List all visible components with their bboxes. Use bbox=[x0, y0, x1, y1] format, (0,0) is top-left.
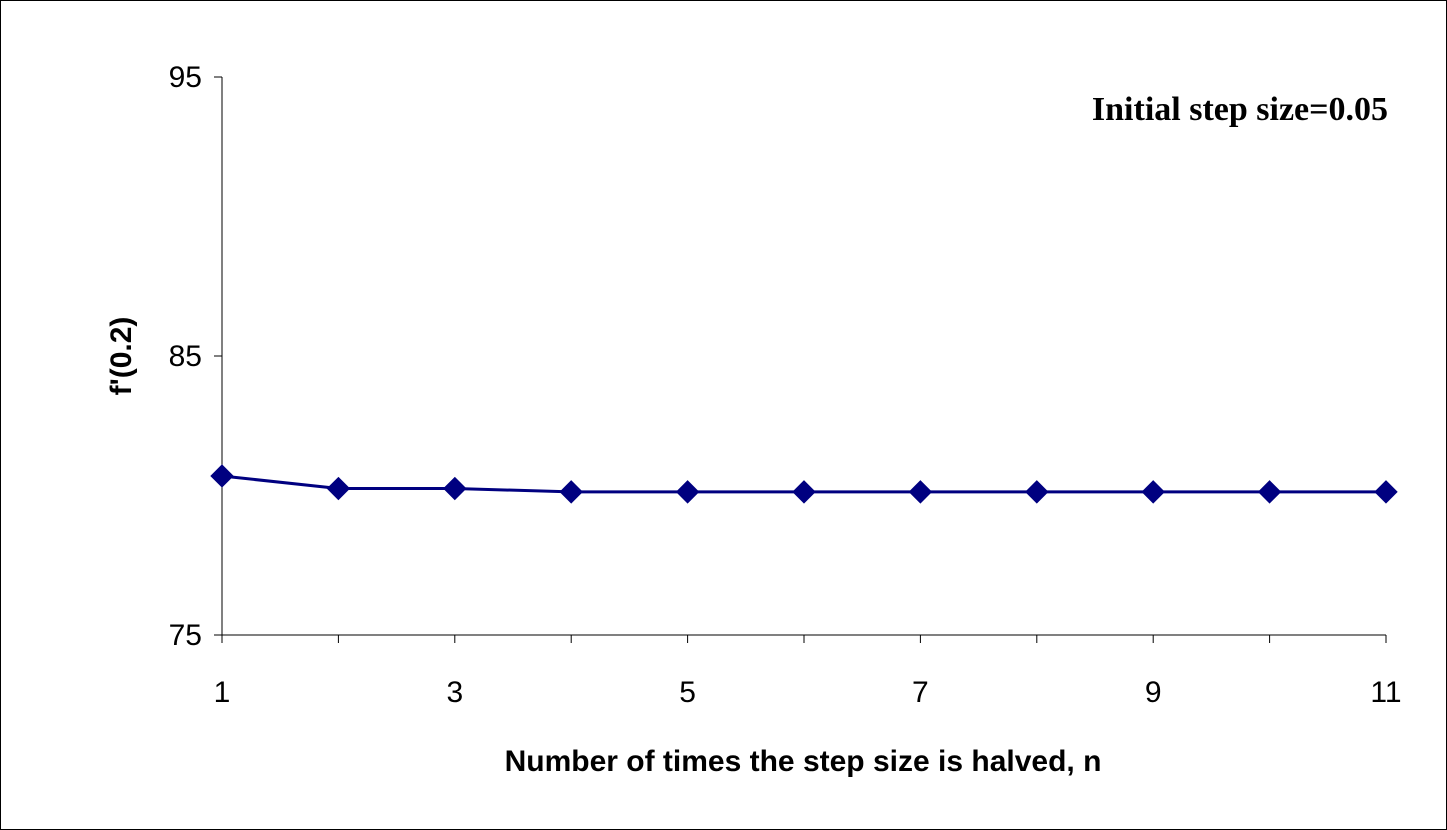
x-tick-label: 3 bbox=[446, 676, 463, 709]
data-point-marker bbox=[675, 480, 700, 504]
data-point-marker bbox=[559, 480, 583, 504]
data-point-marker bbox=[443, 476, 467, 501]
y-tick-label: 75 bbox=[169, 619, 202, 652]
y-tick-label: 85 bbox=[169, 340, 202, 373]
data-point-marker bbox=[1025, 480, 1049, 504]
x-tick-label: 1 bbox=[214, 676, 231, 709]
x-tick-labels: 1 3 5 7 9 11 bbox=[214, 676, 1402, 709]
data-point-marker bbox=[210, 464, 234, 488]
data-point-marker bbox=[792, 480, 816, 504]
y-tick-labels: 75 85 95 bbox=[169, 61, 202, 652]
chart-axes bbox=[214, 76, 1387, 643]
data-point-marker bbox=[326, 476, 351, 501]
x-tick-label: 7 bbox=[912, 676, 929, 709]
chart-annotation: Initial step size=0.05 bbox=[1092, 91, 1388, 128]
data-point-marker bbox=[1141, 480, 1165, 504]
x-tick-label: 5 bbox=[679, 676, 696, 709]
series-layer bbox=[210, 464, 1398, 504]
y-axis-title: f'(0.2) bbox=[105, 317, 138, 396]
data-point-marker bbox=[1257, 480, 1282, 504]
x-tick-label: 11 bbox=[1370, 676, 1401, 709]
x-axis-title: Number of times the step size is halved,… bbox=[505, 745, 1102, 778]
data-point-marker bbox=[908, 480, 933, 504]
y-tick-label: 95 bbox=[169, 61, 202, 94]
x-tick-label: 9 bbox=[1145, 676, 1162, 709]
data-point-marker bbox=[1374, 480, 1398, 504]
